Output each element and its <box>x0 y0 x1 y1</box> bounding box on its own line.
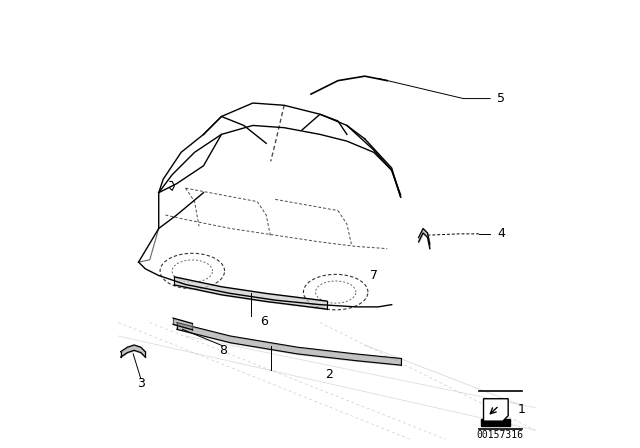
Polygon shape <box>484 399 508 421</box>
Text: 4: 4 <box>497 227 505 241</box>
Text: 2: 2 <box>325 367 333 381</box>
Bar <box>481 419 511 426</box>
Text: 6: 6 <box>260 314 268 328</box>
Text: 1: 1 <box>518 403 525 417</box>
Text: 7: 7 <box>370 269 378 282</box>
Text: 8: 8 <box>219 344 227 357</box>
Text: 00157316: 00157316 <box>477 431 524 440</box>
Text: 5: 5 <box>497 92 505 105</box>
Text: 3: 3 <box>137 376 145 390</box>
